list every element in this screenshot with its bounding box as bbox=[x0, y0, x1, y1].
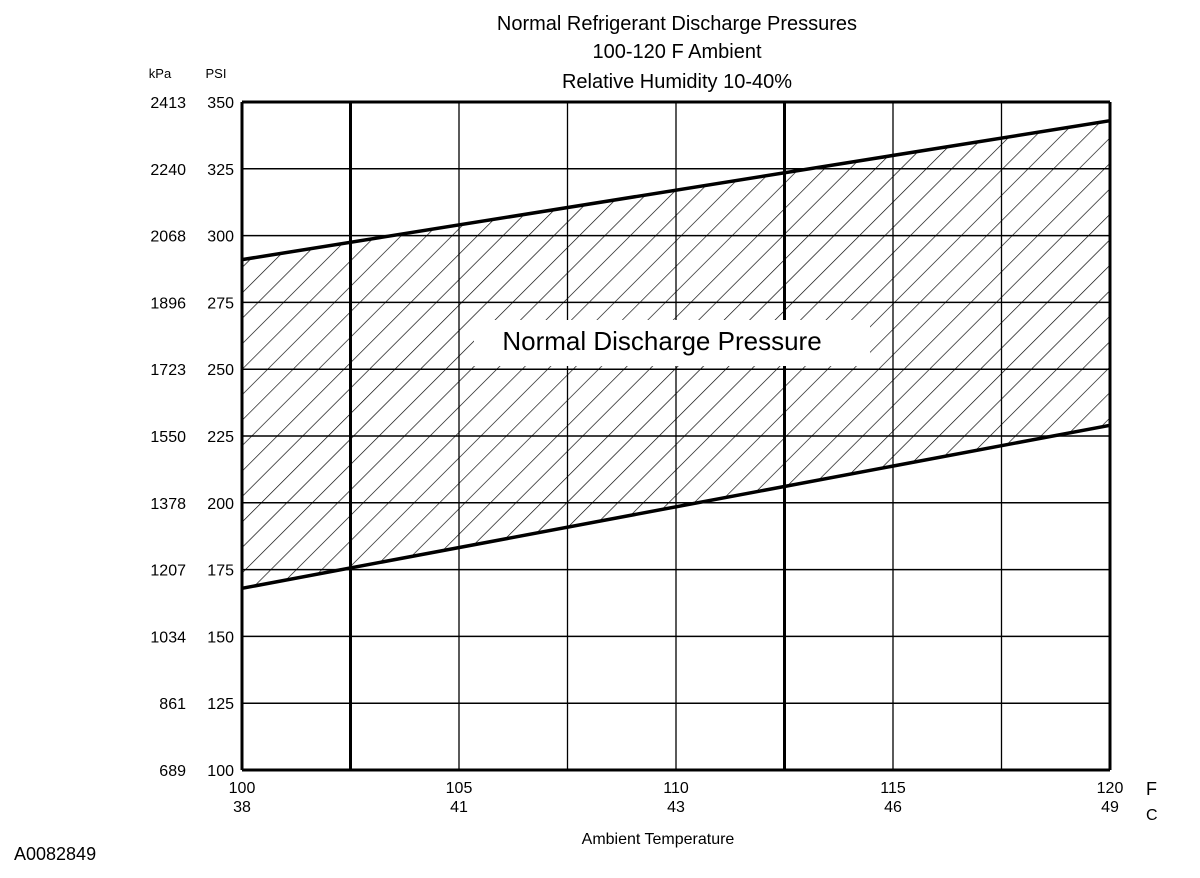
y-tick-kpa: 2068 bbox=[150, 229, 186, 246]
y-tick-psi: 275 bbox=[207, 295, 234, 312]
x-tick-f: 105 bbox=[446, 780, 473, 797]
y-tick-kpa: 1550 bbox=[150, 429, 186, 446]
y-tick-psi: 225 bbox=[207, 429, 234, 446]
y-tick-kpa: 2240 bbox=[150, 162, 186, 179]
y-tick-psi: 325 bbox=[207, 162, 234, 179]
chart-title-line-3: Relative Humidity 10-40% bbox=[562, 71, 792, 93]
y-tick-psi: 125 bbox=[207, 696, 234, 713]
y-tick-kpa: 861 bbox=[159, 696, 186, 713]
y-tick-psi: 100 bbox=[207, 763, 234, 780]
x-axis-label: Ambient Temperature bbox=[582, 831, 735, 848]
x-tick-c: 49 bbox=[1101, 799, 1119, 816]
lower-limit-line bbox=[241, 423, 1111, 591]
psi-axis-label: PSI bbox=[206, 66, 227, 81]
x-tick-f: 110 bbox=[663, 780, 689, 797]
y-tick-kpa: 1723 bbox=[150, 362, 186, 379]
y-tick-psi: 150 bbox=[207, 629, 234, 646]
band-label: Normal Discharge Pressure bbox=[502, 326, 821, 356]
x-unit-c: C bbox=[1146, 807, 1158, 824]
chart-title-line-2: 100-120 F Ambient bbox=[593, 41, 762, 63]
y-tick-kpa: 1207 bbox=[150, 563, 186, 580]
band-label-background bbox=[474, 320, 870, 366]
upper-limit-line bbox=[241, 118, 1111, 262]
y-tick-psi: 250 bbox=[207, 362, 234, 379]
x-tick-c: 46 bbox=[884, 799, 902, 816]
y-tick-psi: 350 bbox=[207, 95, 234, 112]
x-tick-c: 38 bbox=[233, 799, 251, 816]
x-tick-f: 120 bbox=[1097, 780, 1124, 797]
kpa-axis-label: kPa bbox=[149, 66, 172, 81]
y-tick-kpa: 1896 bbox=[150, 295, 186, 312]
chart-title-line-1: Normal Refrigerant Discharge Pressures bbox=[497, 13, 857, 35]
x-tick-c: 43 bbox=[667, 799, 685, 816]
y-tick-psi: 300 bbox=[207, 229, 234, 246]
y-tick-psi: 200 bbox=[207, 496, 234, 513]
y-tick-psi: 175 bbox=[207, 563, 234, 580]
figure-id: A0082849 bbox=[14, 844, 96, 864]
y-tick-kpa: 1034 bbox=[150, 629, 186, 646]
y-tick-kpa: 2413 bbox=[150, 95, 186, 112]
x-unit-f: F bbox=[1146, 779, 1157, 799]
y-tick-kpa: 689 bbox=[159, 763, 186, 780]
x-tick-f: 115 bbox=[880, 780, 906, 797]
y-tick-kpa: 1378 bbox=[150, 496, 186, 513]
x-tick-c: 41 bbox=[450, 799, 468, 816]
x-tick-f: 100 bbox=[229, 780, 256, 797]
